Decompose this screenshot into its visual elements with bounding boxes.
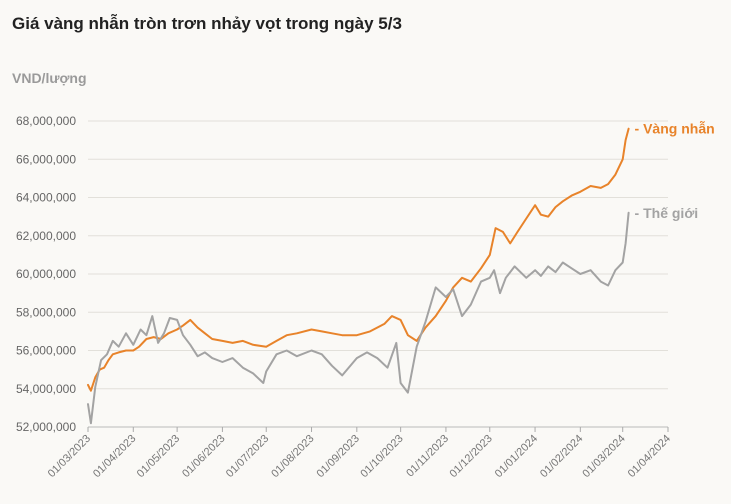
y-tick-label: 62,000,000: [16, 229, 76, 243]
y-tick-label: 58,000,000: [16, 305, 76, 319]
x-tick-label: 01/02/2024: [538, 433, 585, 480]
series-label-vang-nhan: - Vàng nhẫn: [635, 121, 715, 137]
y-tick-label: 54,000,000: [16, 382, 76, 396]
x-tick-label: 01/03/2024: [580, 433, 627, 480]
x-axis-ticks: 01/03/202301/04/202301/05/202301/06/2023…: [46, 427, 673, 480]
x-tick-label: 01/11/2023: [404, 433, 451, 480]
x-tick-label: 01/01/2024: [493, 433, 540, 480]
series-label-the-gioi: - Thế giới: [635, 205, 699, 221]
x-tick-label: 01/10/2023: [358, 433, 405, 480]
y-tick-label: 56,000,000: [16, 344, 76, 358]
series-line-the-gioi: [87, 211, 630, 425]
series-lines: [87, 127, 630, 425]
x-tick-label: 01/06/2023: [180, 433, 227, 480]
x-tick-label: 01/03/2023: [46, 433, 93, 480]
x-tick-label: 01/04/2023: [91, 433, 138, 480]
y-axis-ticks: 52,000,000 54,000,000 56,000,000 58,000,000…: [16, 114, 76, 434]
x-tick-label: 01/12/2023: [447, 433, 494, 480]
x-tick-label: 01/09/2023: [315, 433, 362, 480]
x-tick-label: 01/04/2024: [626, 433, 673, 480]
series-line-vang-nhan: [87, 127, 630, 392]
grid-lines: [88, 120, 668, 428]
x-tick-label: 01/07/2023: [224, 433, 271, 480]
y-axis-unit-label: VND/lượng: [12, 70, 87, 86]
series-labels: - Vàng nhẫn - Thế giới: [635, 121, 715, 221]
y-tick-label: 52,000,000: [16, 420, 76, 434]
y-tick-label: 64,000,000: [16, 191, 76, 205]
chart-title: Giá vàng nhẫn tròn trơn nhảy vọt trong n…: [12, 14, 402, 33]
y-tick-label: 60,000,000: [16, 267, 76, 281]
y-tick-label: 68,000,000: [16, 114, 76, 128]
x-tick-label: 01/08/2023: [269, 433, 316, 480]
x-tick-label: 01/05/2023: [135, 433, 182, 480]
y-tick-label: 66,000,000: [16, 152, 76, 166]
